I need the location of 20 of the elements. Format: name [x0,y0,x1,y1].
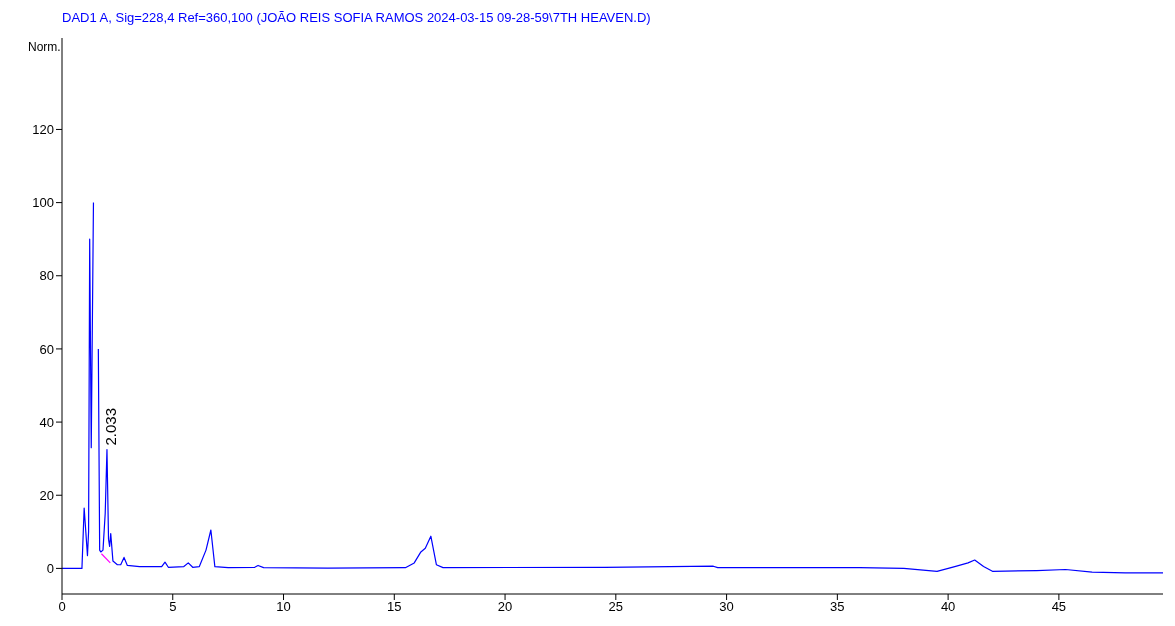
x-tick-label: 20 [497,599,513,615]
x-tick-label: 0 [58,599,66,615]
x-tick-label: 10 [276,599,291,615]
x-tick-label: 40 [940,599,956,615]
x-tick-label: 45 [1051,599,1067,615]
y-tick-label: 40 [39,414,54,430]
y-tick-label: 20 [39,487,54,503]
y-tick-label: 60 [39,341,54,357]
y-tick-label: 120 [32,122,54,138]
annotation: 2.033 [102,407,120,446]
x-tick-label: 15 [387,599,402,615]
y-tick-label: 80 [39,268,54,284]
y-tick-label: 0 [46,561,54,577]
y-tick-label: 100 [32,195,54,211]
x-tick-label: 25 [608,599,624,615]
x-tick-label: 5 [169,599,177,615]
x-tick-label: 35 [830,599,845,615]
y-axis-title: Norm. [28,40,61,54]
chart-title: DAD1 A, Sig=228,4 Ref=360,100 (JOÃO REIS SOFIA RAMOS 2024-03-15 09-28-59\7TH HEAVEN.D) [62,10,651,25]
x-tick-label: 30 [719,599,734,615]
